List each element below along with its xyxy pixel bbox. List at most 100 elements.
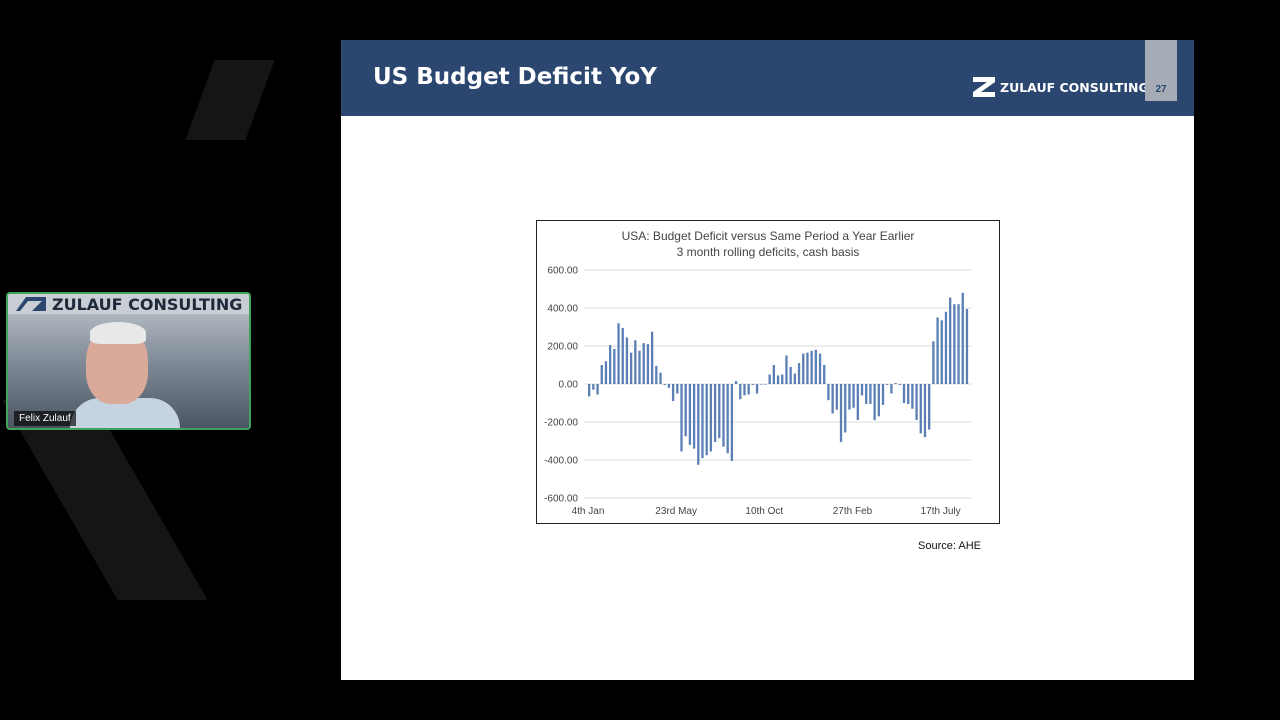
slide-title: US Budget Deficit YoY xyxy=(373,64,657,90)
bar xyxy=(617,323,620,384)
y-tick-label: -400.00 xyxy=(544,456,578,467)
bar xyxy=(613,348,616,384)
bar xyxy=(886,384,889,385)
brand-logo: ZULAUF CONSULTING xyxy=(973,77,1149,97)
y-tick-label: -200.00 xyxy=(544,418,578,429)
bar xyxy=(793,373,797,384)
bar xyxy=(844,384,847,433)
bar xyxy=(932,341,935,384)
bar xyxy=(646,344,650,384)
zulauf-logo-icon xyxy=(973,77,995,97)
participant-video-tile[interactable]: ZULAUF CONSULTING Felix Zulauf xyxy=(6,292,251,430)
bar xyxy=(944,311,948,384)
x-tick-label: 17th July xyxy=(921,506,961,517)
bar xyxy=(823,365,826,384)
bar xyxy=(936,317,939,384)
bar xyxy=(802,353,805,384)
bar xyxy=(629,352,633,384)
bar xyxy=(869,384,872,404)
bar xyxy=(856,384,859,421)
bar xyxy=(650,331,654,384)
bar xyxy=(949,297,952,384)
background-shape xyxy=(2,400,208,600)
x-tick-label: 10th Oct xyxy=(745,506,783,517)
bar xyxy=(734,381,738,384)
bar xyxy=(860,384,864,396)
bar xyxy=(785,355,788,384)
chart-frame: USA: Budget Deficit versus Same Period a… xyxy=(536,220,1000,524)
bar xyxy=(600,365,603,384)
bar xyxy=(965,308,969,384)
x-tick-label: 4th Jan xyxy=(572,506,605,517)
bar xyxy=(743,384,746,396)
bar xyxy=(659,372,662,384)
bar xyxy=(881,384,885,405)
video-background-brand: ZULAUF CONSULTING xyxy=(8,294,249,314)
bar xyxy=(739,384,742,400)
y-tick-label: 400.00 xyxy=(547,304,578,315)
bar xyxy=(709,384,713,452)
bar xyxy=(957,304,960,384)
bar xyxy=(755,384,759,394)
bar xyxy=(655,365,658,384)
bar xyxy=(894,383,897,384)
bar xyxy=(634,340,637,384)
bar xyxy=(781,374,784,384)
page-number: 27 xyxy=(1155,84,1167,95)
bar xyxy=(848,384,851,410)
bar xyxy=(940,320,943,384)
bar xyxy=(827,384,830,401)
bar xyxy=(667,384,671,388)
video-brand-text: ZULAUF CONSULTING xyxy=(52,294,243,314)
bar xyxy=(705,384,708,456)
x-tick-label: 23rd May xyxy=(655,506,697,517)
bar xyxy=(776,375,780,384)
bar xyxy=(638,350,641,384)
chart-title-block: USA: Budget Deficit versus Same Period a… xyxy=(537,228,999,260)
x-tick-label: 27th Feb xyxy=(833,506,873,517)
bar xyxy=(806,352,809,384)
slide-header: US Budget Deficit YoY ZULAUF CONSULTING … xyxy=(341,40,1194,116)
bar xyxy=(961,292,964,384)
bar xyxy=(730,384,734,461)
bar xyxy=(768,374,771,384)
bar xyxy=(877,384,880,417)
source-note: Source: AHE xyxy=(918,540,981,552)
bar xyxy=(692,384,696,449)
bar xyxy=(751,384,755,385)
bar xyxy=(907,384,910,404)
bar xyxy=(722,384,725,447)
participant-name-label: Felix Zulauf xyxy=(14,411,76,426)
bar xyxy=(797,363,801,384)
bar xyxy=(890,384,893,394)
y-tick-label: 200.00 xyxy=(547,342,578,353)
bar xyxy=(898,384,901,385)
bar xyxy=(684,384,687,437)
page-number-box: 27 xyxy=(1145,40,1177,101)
bar xyxy=(760,384,763,385)
bar xyxy=(873,384,876,421)
bar xyxy=(865,384,868,404)
bar xyxy=(831,384,834,414)
presentation-slide: US Budget Deficit YoY ZULAUF CONSULTING … xyxy=(341,40,1194,680)
bar xyxy=(621,327,624,384)
bar xyxy=(592,384,595,390)
bar xyxy=(953,304,956,384)
bar xyxy=(915,384,918,421)
bar xyxy=(701,384,704,459)
bar xyxy=(789,366,792,384)
bar xyxy=(663,384,666,385)
bar xyxy=(810,350,813,384)
participant-hair xyxy=(90,322,146,344)
bar xyxy=(814,349,817,384)
bar xyxy=(923,384,927,438)
bar-chart: 600.00 400.00 200.00 0.00 -200.00 -400.00 -600… xyxy=(544,266,972,517)
bar xyxy=(911,384,914,409)
bar xyxy=(835,384,838,410)
bar xyxy=(608,345,612,384)
bar xyxy=(697,384,700,465)
bar xyxy=(772,365,776,384)
bar xyxy=(764,384,767,385)
bar xyxy=(852,384,855,408)
zulauf-logo-icon xyxy=(16,297,46,311)
